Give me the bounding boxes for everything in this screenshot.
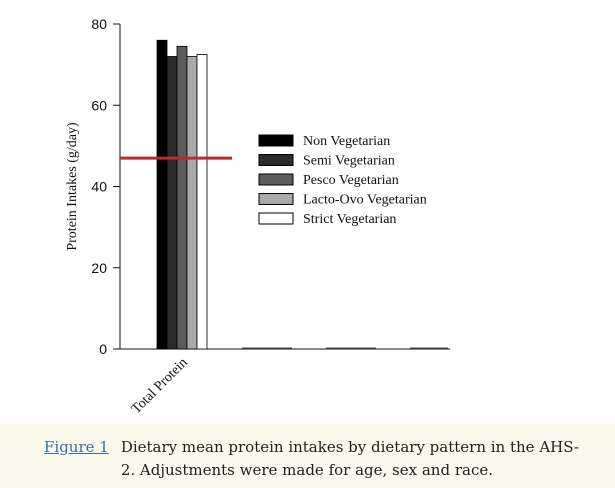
bar (156, 39, 168, 350)
caption-text: Dietary mean protein intakes by dietary … (120, 438, 580, 479)
y-tick-label: 60 (91, 97, 107, 113)
legend-swatch (258, 212, 294, 225)
figure-caption: Figure 1 Dietary mean protein intakes by … (44, 436, 609, 482)
legend-label: Semi Vegetarian (303, 154, 395, 169)
y-axis-title: Protein Intakes (g/day) (65, 122, 80, 251)
legend-swatch (258, 154, 294, 166)
bar (166, 56, 178, 350)
bar (186, 56, 198, 350)
bar (196, 54, 208, 350)
y-tick-label: 0 (99, 341, 107, 357)
legend-label: Pesco Vegetarian (303, 173, 399, 188)
bar-chart: 0 20 40 60 80 Protein Intakes (g/day) Total Pr… (65, 16, 450, 417)
legend-swatch (258, 173, 294, 186)
legend-label: Non Vegetarian (303, 134, 390, 149)
bar (176, 45, 188, 350)
y-tick-label: 40 (91, 179, 107, 195)
legend-label: Lacto-Ovo Vegetarian (303, 193, 427, 208)
legend-swatch (258, 134, 294, 147)
y-tick-label: 20 (91, 260, 107, 276)
legend-swatch (258, 193, 294, 205)
figure-link[interactable]: Figure 1 (44, 438, 109, 456)
y-tick-label: 80 (91, 16, 107, 32)
caption-band (0, 424, 615, 488)
legend-label: Strict Vegetarian (303, 212, 396, 227)
x-tick-label: Total Protein (129, 355, 191, 417)
